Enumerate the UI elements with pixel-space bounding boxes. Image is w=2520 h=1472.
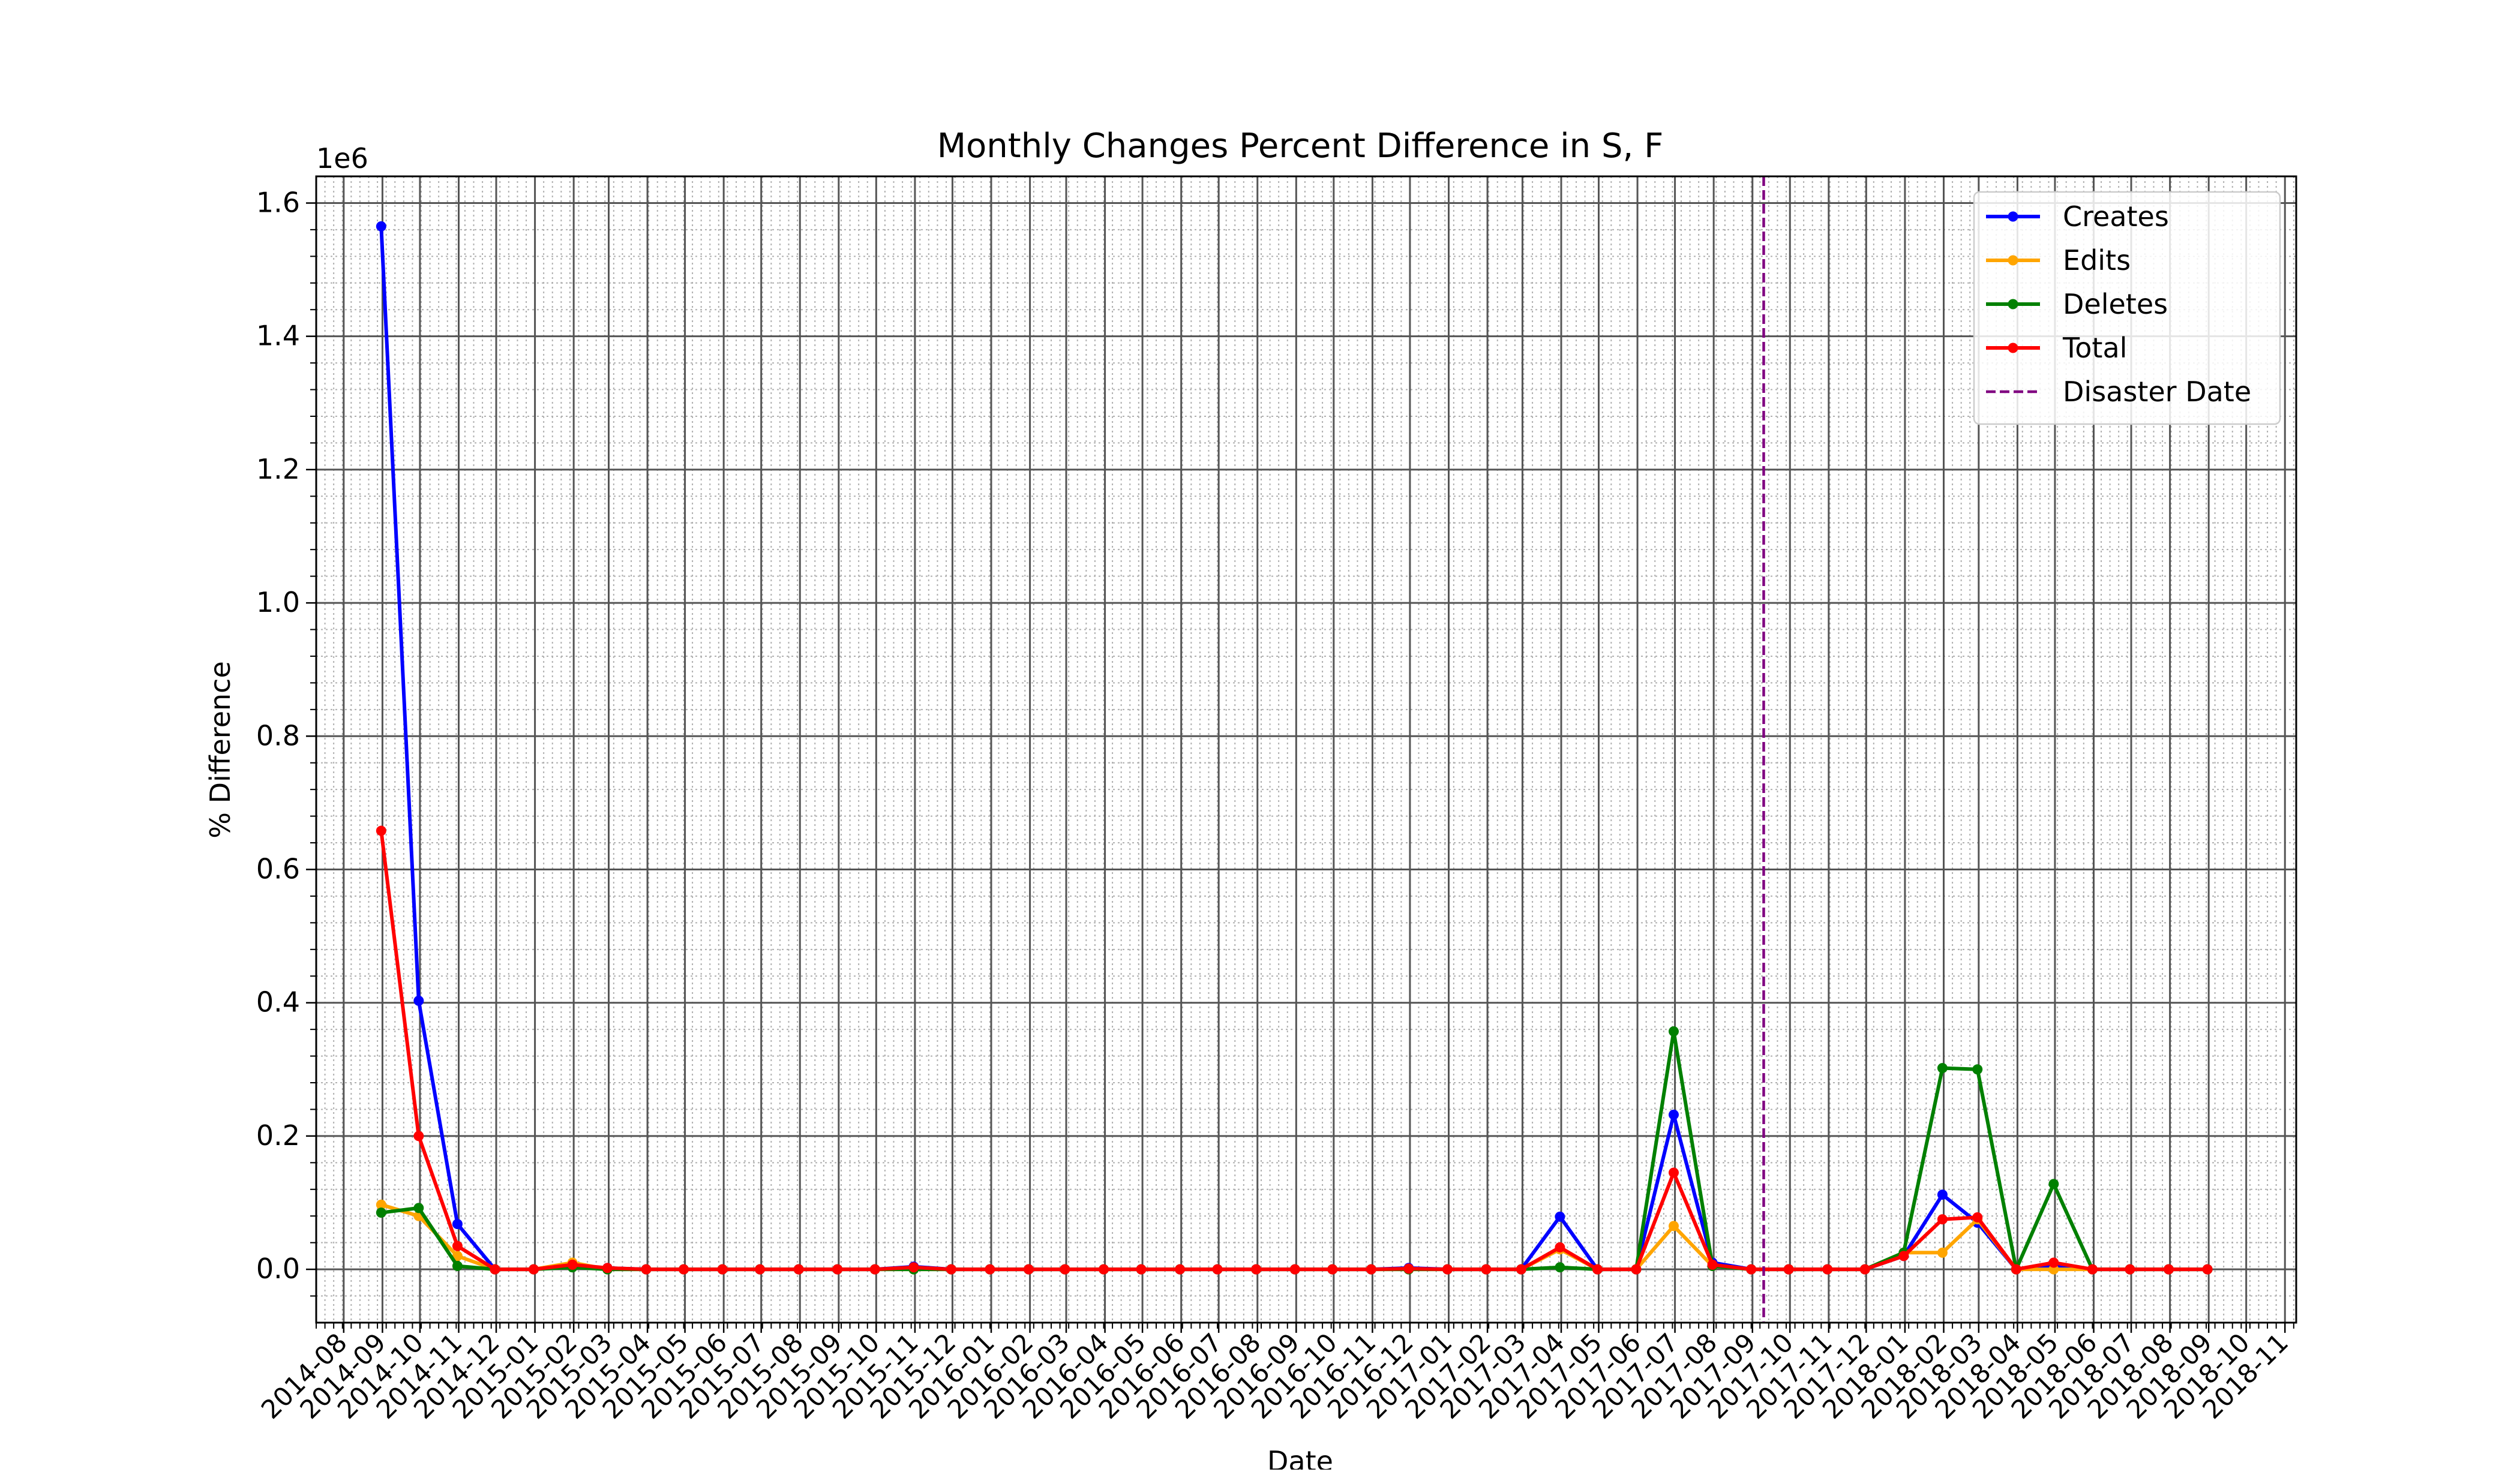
point-total — [1403, 1263, 1414, 1274]
legend-marker-creates — [2008, 211, 2018, 222]
legend-label-edits: Edits — [2063, 244, 2131, 277]
plot-frame — [315, 175, 2297, 1324]
legend: Creates Edits Deletes Total Disaster Date — [1973, 191, 2281, 425]
point-total — [1060, 1264, 1070, 1275]
point-deletes — [413, 1203, 424, 1213]
point-total — [1481, 1264, 1492, 1275]
point-total — [755, 1264, 766, 1275]
point-total — [2048, 1257, 2059, 1268]
point-deletes — [2048, 1179, 2059, 1189]
point-total — [832, 1264, 843, 1275]
point-total — [1024, 1264, 1034, 1275]
point-deletes — [452, 1261, 463, 1272]
point-total — [1592, 1264, 1603, 1275]
legend-label-total: Total — [2062, 332, 2127, 364]
point-total — [2087, 1264, 2098, 1275]
point-total — [2164, 1264, 2174, 1275]
point-total — [908, 1262, 919, 1273]
legend-box — [1973, 191, 2281, 425]
point-total — [946, 1264, 956, 1275]
point-edits — [1669, 1221, 1679, 1231]
point-total — [2011, 1264, 2021, 1275]
point-total — [1175, 1264, 1186, 1275]
legend-marker-edits — [2008, 255, 2018, 266]
point-total — [1669, 1167, 1679, 1178]
point-deletes — [1555, 1262, 1565, 1273]
point-total — [1327, 1264, 1338, 1275]
y-tick-label: 1.2 — [256, 453, 300, 485]
point-creates — [413, 995, 424, 1006]
point-total — [2125, 1264, 2135, 1275]
point-total — [717, 1264, 728, 1275]
point-edits — [1937, 1247, 1948, 1258]
point-total — [1783, 1264, 1794, 1275]
point-total — [1442, 1264, 1453, 1275]
x-axis-label: Date — [1267, 1445, 1333, 1470]
point-total — [376, 825, 386, 836]
point-creates — [1555, 1211, 1565, 1222]
y-tick-label: 0.4 — [256, 986, 300, 1019]
chart-title: Monthly Changes Percent Difference in S,… — [937, 127, 1664, 166]
point-total — [985, 1264, 995, 1275]
y-tick-label: 0.2 — [256, 1119, 300, 1152]
point-total — [1898, 1251, 1909, 1261]
point-total — [452, 1240, 463, 1251]
y-tick-label: 0.8 — [256, 719, 300, 752]
legend-label-creates: Creates — [2063, 200, 2169, 233]
point-total — [793, 1264, 804, 1275]
point-total — [869, 1264, 880, 1275]
point-total — [1366, 1264, 1376, 1275]
y-tick-label: 1.0 — [256, 586, 300, 618]
point-total — [1937, 1214, 1948, 1225]
point-deletes — [1972, 1064, 1983, 1075]
point-total — [413, 1131, 424, 1141]
point-total — [1516, 1264, 1526, 1275]
point-total — [1251, 1264, 1262, 1275]
point-total — [529, 1264, 539, 1275]
point-creates — [1669, 1109, 1679, 1120]
point-deletes — [1669, 1026, 1679, 1037]
point-total — [1212, 1264, 1223, 1275]
y-tick-label: 0.6 — [256, 852, 300, 885]
point-total — [641, 1264, 652, 1275]
y-tick-label: 1.6 — [256, 186, 300, 218]
point-total — [2202, 1264, 2213, 1275]
legend-label-deletes: Deletes — [2063, 288, 2168, 320]
point-total — [1555, 1242, 1565, 1252]
series-layer — [376, 221, 2213, 1275]
legend-marker-deletes — [2008, 299, 2018, 310]
legend-marker-total — [2008, 343, 2018, 353]
y-axis-label: % Difference — [204, 661, 236, 838]
point-edits — [452, 1251, 463, 1261]
y-axis-offset-label: 1e6 — [316, 142, 368, 175]
legend-label-disaster-date: Disaster Date — [2063, 375, 2251, 408]
y-tick-label: 1.4 — [256, 320, 300, 352]
point-total — [1859, 1264, 1870, 1275]
point-total — [1099, 1264, 1109, 1275]
point-creates — [1937, 1189, 1948, 1200]
point-creates — [452, 1219, 463, 1230]
point-total — [1136, 1264, 1147, 1275]
point-deletes — [376, 1207, 386, 1218]
point-edits — [376, 1199, 386, 1210]
point-total — [679, 1264, 689, 1275]
point-total — [1289, 1264, 1300, 1275]
point-total — [1631, 1264, 1642, 1275]
point-creates — [376, 221, 386, 232]
point-total — [1822, 1264, 1833, 1275]
y-tick-label: 0.0 — [256, 1252, 300, 1285]
point-deletes — [1937, 1063, 1948, 1074]
point-total — [567, 1259, 578, 1270]
point-total — [1972, 1212, 1983, 1222]
point-total — [1746, 1264, 1757, 1275]
point-total — [1707, 1259, 1718, 1270]
point-total — [602, 1263, 613, 1273]
point-total — [490, 1264, 500, 1275]
